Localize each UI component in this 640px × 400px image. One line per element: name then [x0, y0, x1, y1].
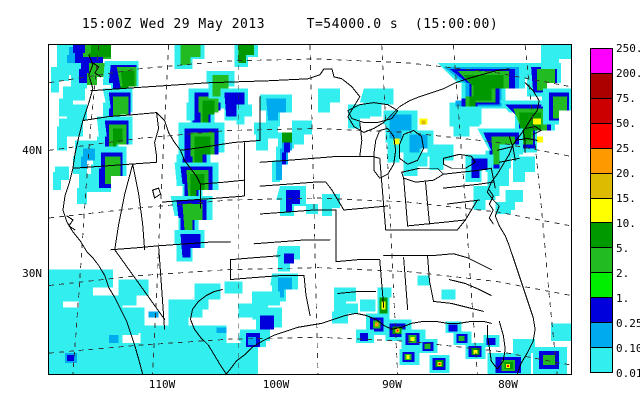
- colorbar-tick-label: 50.: [616, 117, 636, 130]
- colorbar: [590, 48, 613, 373]
- colorbar-tick-label: 20.: [616, 167, 636, 180]
- colorbar-band: [591, 148, 612, 174]
- y-tick-40n: 40N: [22, 144, 42, 157]
- colorbar-band: [591, 323, 612, 349]
- colorbar-tick-label: 0.01: [616, 367, 640, 380]
- colorbar-band: [591, 248, 612, 274]
- colorbar-tick-label: 5.: [616, 242, 630, 255]
- y-tick-30n: 30N: [22, 267, 42, 280]
- x-tick-110w: 110W: [148, 378, 176, 391]
- colorbar-tick-label: 25.: [616, 142, 636, 155]
- colorbar-tick-label: 75.: [616, 92, 636, 105]
- colorbar-tick-label: 250.: [616, 42, 640, 55]
- colorbar-band: [591, 273, 612, 299]
- x-tick-90w: 90W: [382, 378, 402, 391]
- colorbar-band: [591, 198, 612, 224]
- colorbar-tick-label: 0.25: [616, 317, 640, 330]
- colorbar-tick-label: 200.: [616, 67, 640, 80]
- figure-title: 15:00Z Wed 29 May 2013 T=54000.0 s (15:0…: [81, 17, 499, 32]
- x-tick-80w: 80W: [498, 378, 518, 391]
- colorbar-tick-label: 15.: [616, 192, 636, 205]
- map-plot-area: [48, 44, 572, 375]
- x-tick-100w: 100W: [262, 378, 290, 391]
- colorbar-band: [591, 98, 612, 124]
- colorbar-tick-label: 2.: [616, 267, 630, 280]
- colorbar-band: [591, 348, 612, 372]
- colorbar-band: [591, 298, 612, 324]
- colorbar-tick-label: 10.: [616, 217, 636, 230]
- colorbar-band: [591, 73, 612, 99]
- colorbar-band: [591, 49, 612, 74]
- colorbar-ticks: 250. 200. 75. 50. 25. 20. 15. 10. 5. 2. …: [614, 40, 640, 385]
- map-boundaries: [62, 54, 542, 374]
- colorbar-band: [591, 123, 612, 149]
- colorbar-tick-label: 1.: [616, 292, 630, 305]
- map-canvas: [49, 45, 571, 374]
- lat-lon-gridlines: [49, 45, 571, 374]
- colorbar-band: [591, 173, 612, 199]
- precipitation-field: [49, 45, 571, 374]
- colorbar-band: [591, 223, 612, 249]
- colorbar-tick-label: 0.10: [616, 342, 640, 355]
